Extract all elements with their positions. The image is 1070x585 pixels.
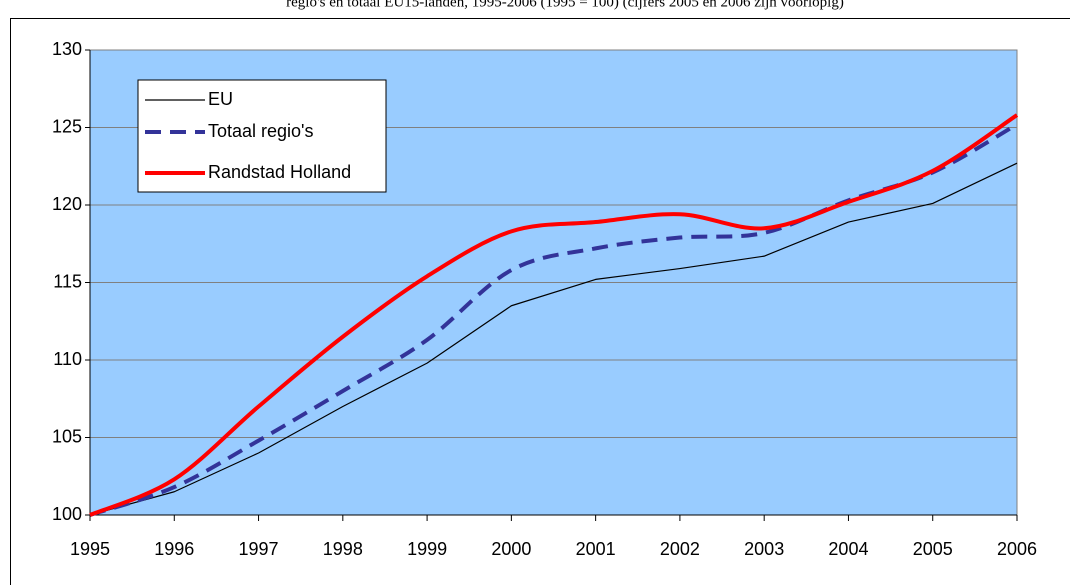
- x-tick-label: 2001: [576, 539, 616, 559]
- y-tick-label: 110: [53, 349, 82, 369]
- y-tick-label: 120: [52, 194, 82, 214]
- x-tick-label: 2002: [660, 539, 700, 559]
- legend-label: Totaal regio's: [208, 121, 314, 141]
- x-tick-label: 1999: [407, 539, 447, 559]
- legend-label: EU: [208, 89, 233, 109]
- y-tick-label: 100: [52, 504, 82, 524]
- series-line: [89, 162, 1018, 516]
- y-tick-label: 125: [52, 116, 82, 136]
- x-tick-label: 1997: [239, 539, 279, 559]
- series-line: [89, 122, 1018, 517]
- legend-label: Randstad Holland: [208, 162, 351, 182]
- y-tick-label: 115: [53, 271, 82, 291]
- x-tick-label: 2005: [913, 539, 953, 559]
- y-tick-label: 105: [52, 426, 82, 446]
- x-tick-label: 2003: [744, 539, 784, 559]
- chart-title: regio's en totaal EU15-landen, 1995-2006…: [286, 0, 844, 10]
- series-line: [89, 113, 1019, 517]
- x-tick-label: 2006: [997, 539, 1037, 559]
- x-tick-label: 2004: [828, 539, 868, 559]
- x-tick-label: 1996: [154, 539, 194, 559]
- x-tick-label: 1995: [70, 539, 110, 559]
- y-tick-label: 130: [52, 39, 82, 59]
- x-tick-label: 2000: [491, 539, 531, 559]
- x-tick-label: 1998: [323, 539, 363, 559]
